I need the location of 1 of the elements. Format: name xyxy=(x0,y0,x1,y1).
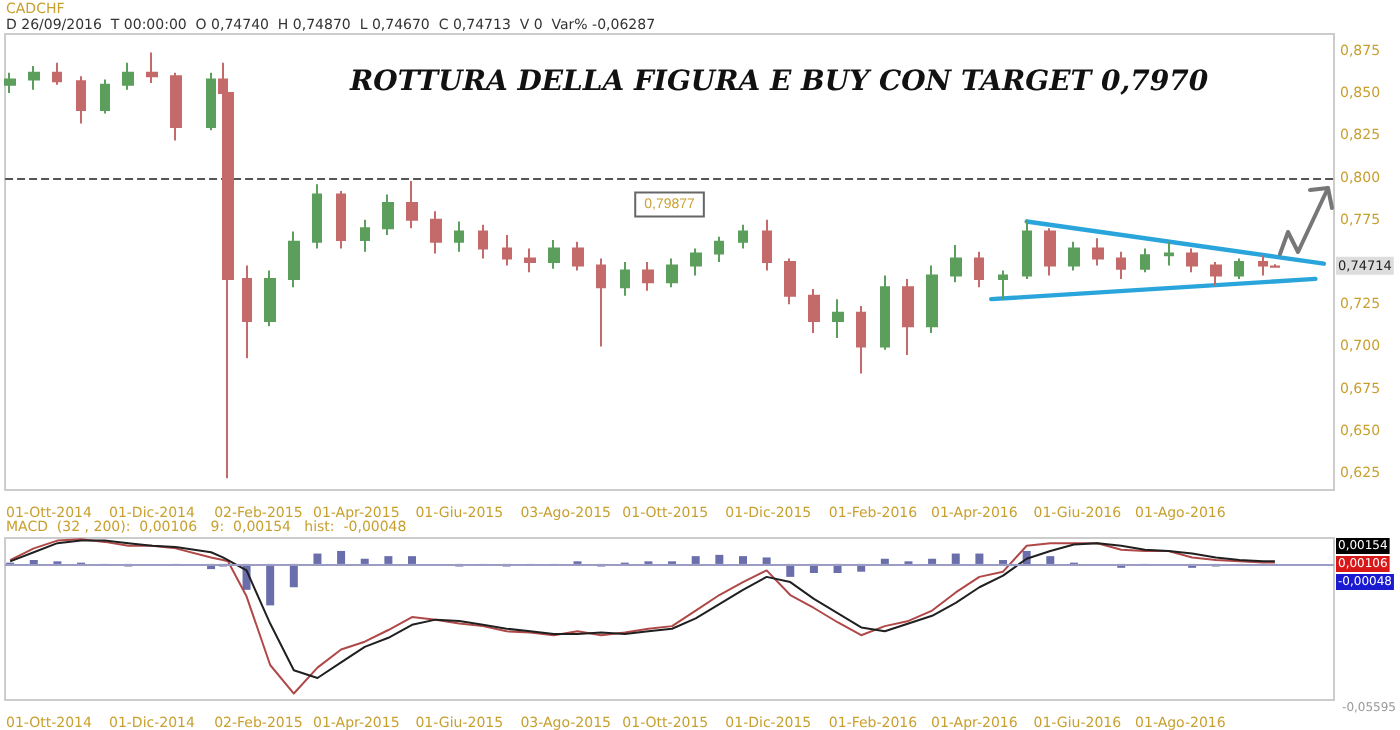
text: ROTTURA DELLA FIGURA E BUY CON TARGET 0,7970 xyxy=(348,66,1209,98)
